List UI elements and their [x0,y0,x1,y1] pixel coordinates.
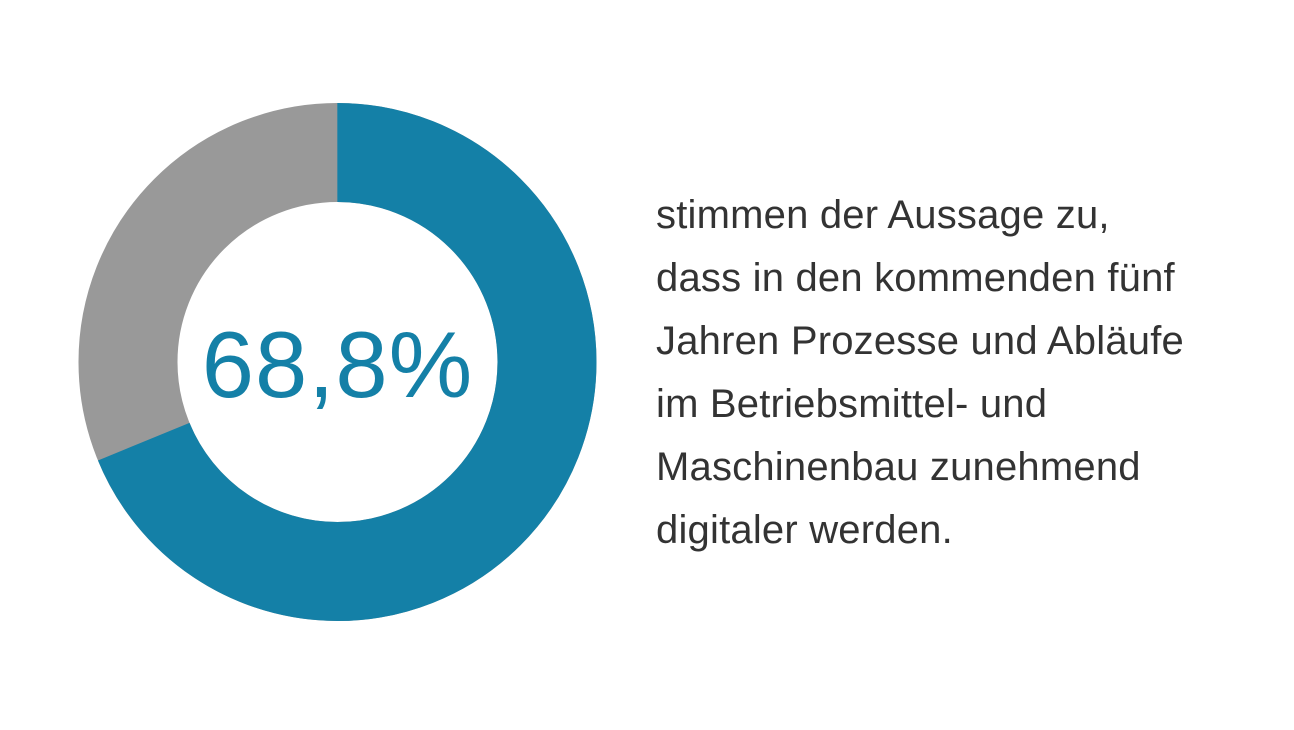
caption-text: stimmen der Aussage zu, dass in den komm… [656,184,1184,562]
caption-line: Jahren Prozesse und Abläufe [656,319,1184,363]
donut-chart [78,103,597,621]
caption-line: im Betriebsmittel- und [656,382,1048,426]
caption-line: digitaler werden. [656,508,953,552]
caption-line: Maschinenbau zunehmend [656,445,1141,489]
donut-value-arc [78,103,597,621]
caption-line: stimmen der Aussage zu, [656,193,1110,237]
caption-line: dass in den kommenden fünf [656,256,1175,300]
